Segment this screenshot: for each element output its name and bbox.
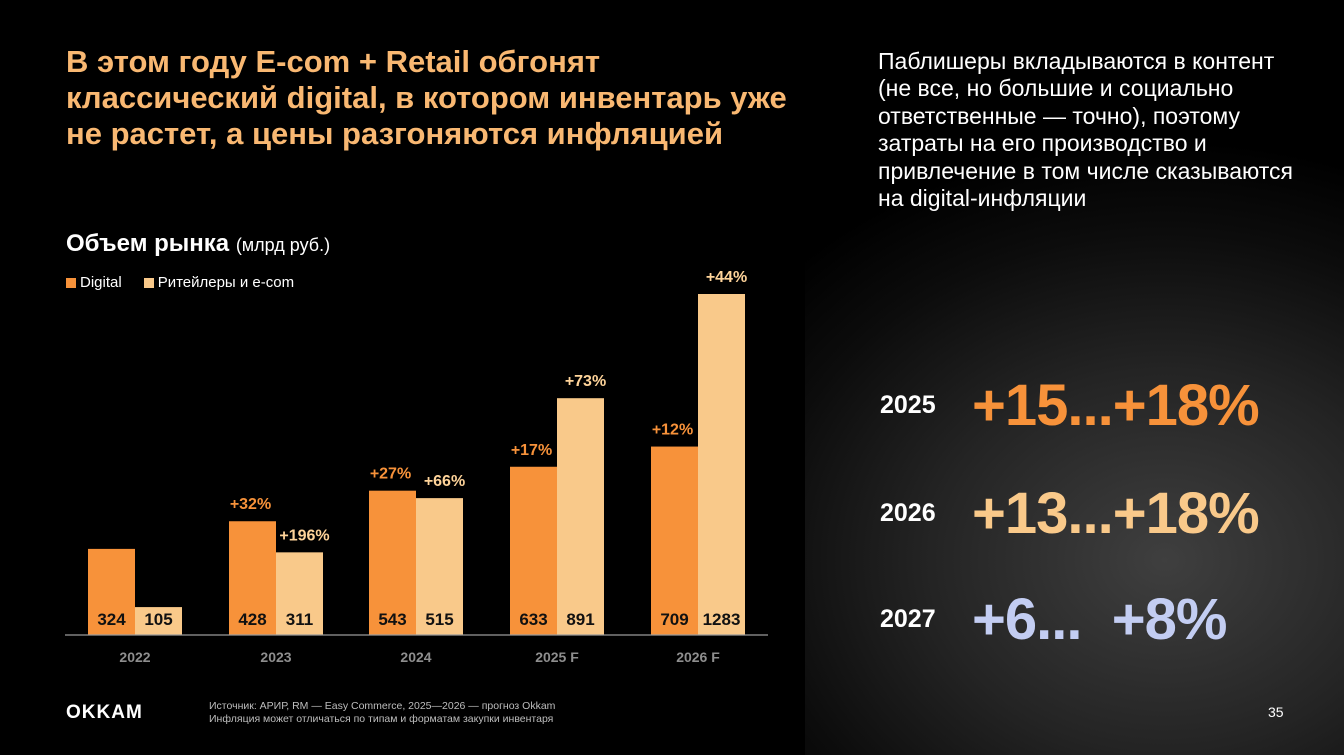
company-logo: OKKAM: [66, 702, 143, 723]
legend-swatch-digital: [66, 277, 76, 288]
chart-unit: (млрд руб.): [235, 235, 331, 255]
growth-label: +44%: [706, 269, 747, 286]
bar-value-label: 428: [238, 610, 266, 629]
bar-digital: [369, 490, 416, 635]
growth-label: +73%: [565, 373, 606, 390]
bar-digital: [651, 446, 698, 635]
bar-value-label: 515: [425, 610, 453, 629]
bar-value-label: 709: [660, 610, 688, 629]
legend-label-digital: Digital: [80, 274, 122, 291]
legend-item-retail: Ритейлеры и e-com: [143, 274, 295, 291]
bar-retail: [698, 294, 745, 635]
x-tick-label: 2024: [400, 649, 431, 665]
forecast-row-2026: 2026 +13...+18%: [880, 480, 1260, 547]
source-note: Источник: АРИР, RM — Easy Commerce, 2025…: [209, 700, 555, 726]
right-panel: [805, 0, 1344, 755]
bar-value-label: 543: [378, 610, 406, 629]
x-tick-label: 2026 F: [676, 649, 720, 665]
growth-label: +32%: [230, 496, 271, 513]
bar-retail: [557, 398, 604, 635]
bar-value-label: 633: [519, 610, 547, 629]
bar-retail: [135, 607, 182, 635]
forecast-value: +15...+18%: [972, 373, 1260, 438]
bar-retail: [416, 498, 463, 635]
legend-label-retail: Ритейлеры и e-com: [157, 274, 295, 291]
legend-swatch-retail: [143, 277, 154, 288]
legend-item-digital: Digital: [66, 274, 122, 291]
growth-label: +12%: [652, 422, 693, 439]
bar-value-label: 1283: [703, 610, 741, 629]
bar-value-label: 324: [97, 610, 126, 629]
source-line: Источник: АРИР, RM — Easy Commerce, 2025…: [209, 700, 556, 712]
forecast-row-2025: 2025 +15...+18%: [880, 372, 1260, 439]
x-tick-label: 2023: [260, 649, 291, 665]
bar-retail: [276, 552, 323, 635]
forecast-year: 2026: [880, 499, 936, 527]
forecast-value: +13...+18%: [972, 481, 1260, 546]
x-tick-label: 2022: [119, 649, 150, 665]
source-line: Инфляция может отличаться по типам и фор…: [209, 713, 554, 725]
bar-digital: [229, 521, 276, 635]
bar-value-label: 891: [566, 610, 594, 629]
bar-digital: [88, 548, 135, 635]
growth-label: +66%: [424, 473, 465, 490]
page-number: 35: [1268, 704, 1284, 720]
bar-chart: 324 105 2022 428 +32% 311 +196% 2023 543 +27% 515 +…: [65, 269, 768, 665]
growth-label: +17%: [511, 442, 552, 459]
forecast-value: +6... +8%: [972, 587, 1227, 652]
chart-title: Объем рынка (млрд руб.): [66, 230, 330, 258]
chart-title-text: Объем рынка: [66, 230, 230, 257]
growth-label: +27%: [370, 466, 411, 483]
forecast-row-2027: 2027 +6... +8%: [880, 586, 1227, 653]
growth-label: +196%: [279, 527, 329, 544]
chart-legend: Digital Ритейлеры и e-com: [66, 274, 294, 291]
forecast-year: 2025: [880, 391, 936, 419]
x-tick-label: 2025 F: [535, 649, 579, 665]
side-text: Паблишеры вкладываются в контент (не все…: [878, 48, 1293, 212]
bar-value-label: 311: [286, 610, 313, 629]
bar-value-label: 105: [144, 610, 172, 629]
forecast-year: 2027: [880, 605, 936, 633]
bar-digital: [510, 466, 557, 635]
headline: В этом году E-com + Retail обгонят класс…: [66, 44, 787, 151]
